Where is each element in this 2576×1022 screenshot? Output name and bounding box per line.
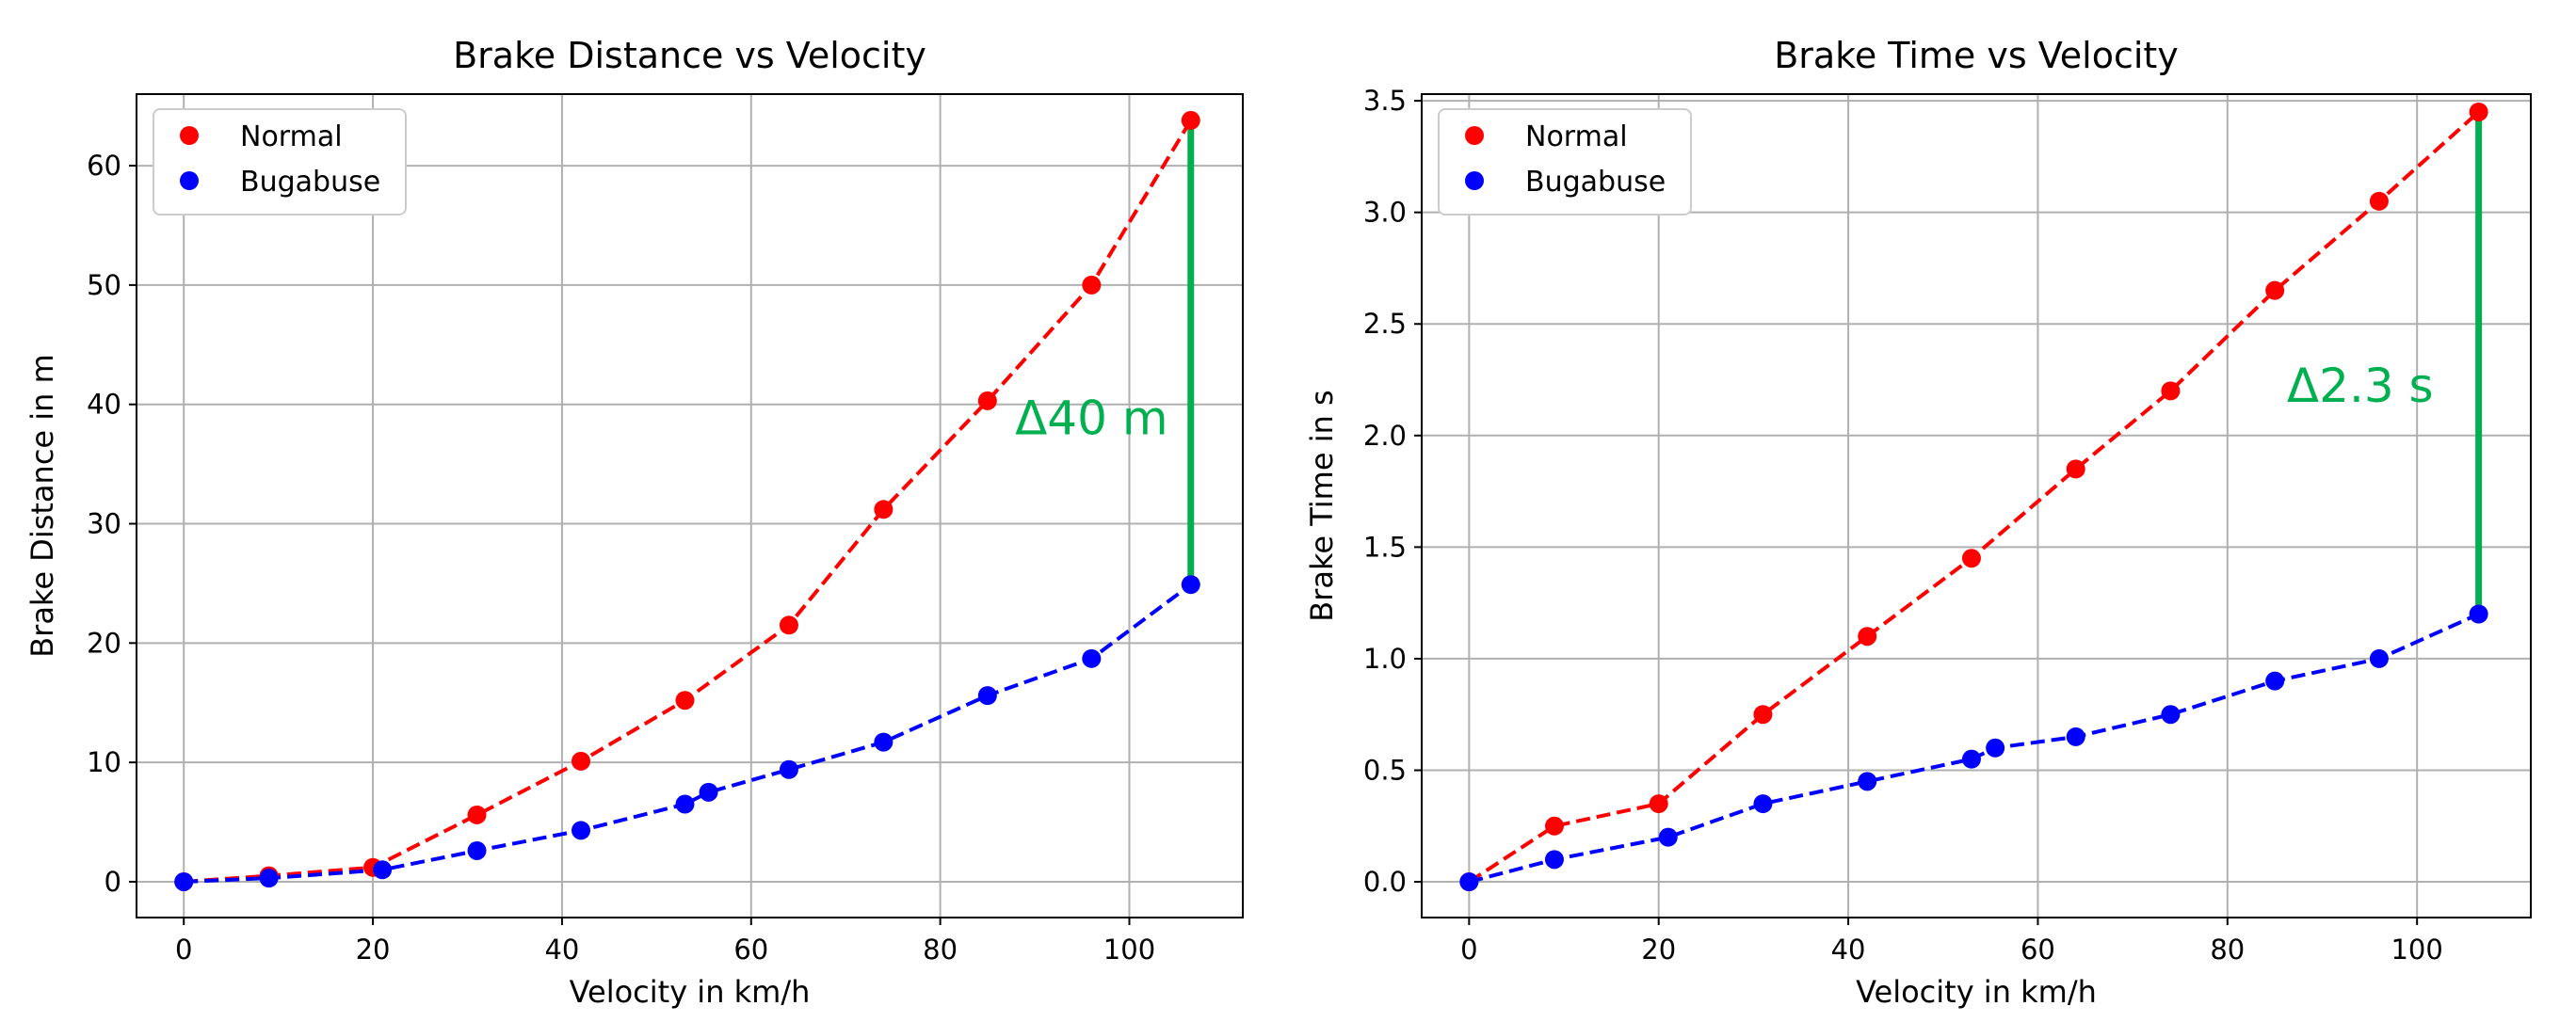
legend-label-normal: Normal: [240, 120, 343, 153]
x-tick-label: 0: [1460, 934, 1477, 966]
series-line-bugabuse: [184, 583, 1192, 884]
y-tick-label: 1.5: [1363, 531, 1407, 563]
legend-label-bugabuse: Bugabuse: [240, 166, 380, 199]
data-point-normal: [467, 805, 487, 824]
y-tick-label: 60: [87, 150, 121, 182]
data-point-normal: [977, 391, 997, 410]
data-point-bugabuse: [1459, 872, 1479, 892]
legend-box: [153, 108, 407, 216]
difference-annotation: Δ40 m: [1015, 391, 1167, 445]
x-tick-label: 20: [356, 934, 391, 966]
difference-annotation: Δ2.3 s: [2287, 359, 2434, 413]
data-point-bugabuse: [779, 759, 798, 779]
legend-marker-bugabuse: [180, 171, 199, 190]
legend-marker-normal: [1465, 126, 1484, 145]
data-point-bugabuse: [977, 686, 997, 706]
grid-lines: [137, 94, 1243, 918]
y-tick-label: 0: [105, 866, 121, 898]
y-tick-label: 2.5: [1363, 308, 1407, 340]
data-point-normal: [1858, 627, 1877, 647]
data-point-bugabuse: [1181, 575, 1200, 595]
legend-marker-bugabuse: [1465, 171, 1484, 190]
x-axis-label: Velocity in km/h: [1856, 974, 2097, 1010]
y-tick-label: 10: [87, 746, 121, 778]
data-point-bugabuse: [259, 869, 279, 888]
x-tick-label: 40: [544, 934, 579, 966]
legend-box: [1438, 108, 1692, 216]
data-point-bugabuse: [2066, 727, 2085, 746]
data-point-normal: [572, 751, 591, 771]
data-point-bugabuse: [572, 821, 591, 840]
data-point-normal: [1181, 110, 1200, 130]
y-tick-label: 0.5: [1363, 754, 1407, 786]
y-tick-label: 30: [87, 508, 121, 540]
data-point-bugabuse: [467, 840, 487, 860]
chart-title: Brake Distance vs Velocity: [453, 35, 926, 76]
data-point-normal: [779, 615, 798, 635]
y-tick-label: 0.0: [1363, 866, 1407, 898]
data-point-normal: [2066, 459, 2085, 479]
data-point-bugabuse: [1986, 738, 2005, 758]
data-point-normal: [2369, 191, 2389, 211]
data-point-bugabuse: [2469, 604, 2488, 624]
data-point-bugabuse: [675, 794, 695, 814]
plot-frame: [1421, 93, 2532, 918]
x-tick-label: 40: [1831, 934, 1866, 966]
x-axis-label: Velocity in km/h: [570, 974, 811, 1010]
legend-marker-normal: [180, 126, 199, 145]
x-tick-label: 60: [2021, 934, 2055, 966]
data-point-bugabuse: [373, 860, 393, 880]
data-point-normal: [2265, 280, 2285, 300]
grid-lines: [1422, 94, 2531, 918]
data-point-bugabuse: [2161, 705, 2181, 725]
y-tick-label: 3.0: [1363, 197, 1407, 229]
y-tick-label: 20: [87, 627, 121, 659]
y-tick-label: 40: [87, 389, 121, 421]
legend-label-normal: Normal: [1525, 120, 1628, 153]
y-tick-label: 2.0: [1363, 420, 1407, 452]
data-point-normal: [1649, 794, 1668, 814]
data-point-bugabuse: [2369, 648, 2389, 668]
x-tick-label: 100: [1103, 934, 1155, 966]
data-point-bugabuse: [1961, 749, 1981, 769]
data-point-normal: [675, 691, 695, 711]
legend-label-bugabuse: Bugabuse: [1525, 166, 1666, 199]
chart-title: Brake Time vs Velocity: [1774, 35, 2179, 76]
series-line-bugabuse: [1468, 612, 2480, 884]
data-point-bugabuse: [699, 782, 718, 802]
data-point-normal: [1082, 275, 1102, 295]
plot-frame: [136, 93, 1244, 918]
data-point-bugabuse: [1658, 827, 1678, 847]
x-tick-label: 20: [1641, 934, 1676, 966]
data-point-normal: [1544, 816, 1564, 836]
x-tick-label: 0: [175, 934, 192, 966]
data-point-bugabuse: [874, 732, 894, 752]
data-point-normal: [2161, 381, 2181, 401]
x-tick-label: 80: [923, 934, 958, 966]
data-point-normal: [1961, 549, 1981, 568]
data-point-normal: [874, 500, 894, 519]
chart-brake-distance: Brake Distance vs Velocity Velocity in k…: [24, 35, 1244, 1010]
data-point-bugabuse: [174, 871, 194, 891]
data-point-bugabuse: [1753, 794, 1773, 814]
y-axis-label: Brake Distance in m: [24, 354, 60, 658]
y-tick-label: 1.0: [1363, 643, 1407, 675]
y-axis-label: Brake Time in s: [1304, 390, 1340, 621]
chart-brake-time: Brake Time vs Velocity Velocity in km/h …: [1304, 35, 2532, 1010]
x-tick-label: 80: [2210, 934, 2245, 966]
x-tick-label: 60: [733, 934, 768, 966]
data-point-bugabuse: [1858, 772, 1877, 791]
data-point-normal: [1753, 705, 1773, 725]
data-point-bugabuse: [1544, 850, 1564, 870]
data-point-bugabuse: [2265, 671, 2285, 691]
data-point-bugabuse: [1082, 648, 1102, 668]
y-tick-label: 50: [87, 269, 121, 301]
data-point-normal: [2469, 102, 2488, 121]
y-tick-label: 3.5: [1363, 85, 1407, 117]
x-tick-label: 100: [2391, 934, 2442, 966]
